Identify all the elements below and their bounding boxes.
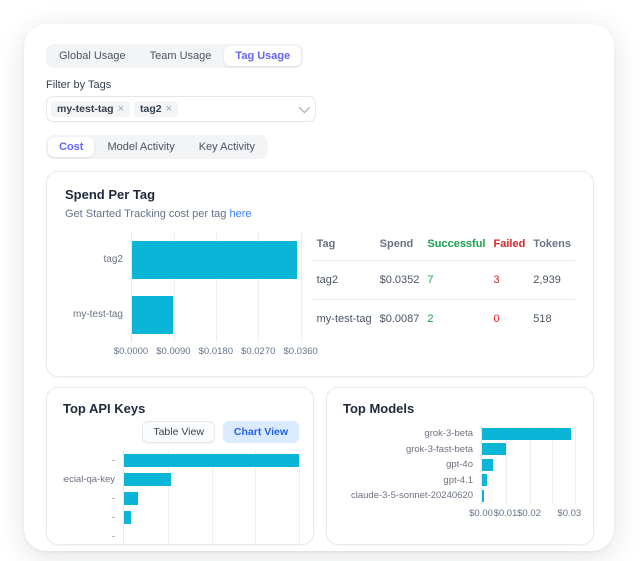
bar xyxy=(124,511,131,524)
bar-label: tag2 xyxy=(103,254,123,265)
gridline xyxy=(167,451,169,544)
subtitle-text: Get Started Tracking cost per tag xyxy=(65,208,227,220)
tab-team-usage[interactable]: Team Usage xyxy=(149,50,212,62)
card-subtitle: Get Started Tracking cost per tag here xyxy=(65,208,575,220)
tab-model-activity[interactable]: Model Activity xyxy=(107,141,175,153)
gridline xyxy=(255,451,257,544)
bar-label: - xyxy=(111,455,115,466)
bar-label: - xyxy=(111,531,115,542)
tab-global-usage[interactable]: Global Usage xyxy=(59,50,126,62)
col-successful: Successful xyxy=(427,238,486,250)
tag-chips: my-test-tag × tag2 × xyxy=(51,101,299,117)
gridline xyxy=(216,232,218,342)
axis-tick: $0.01 xyxy=(493,507,518,519)
cell-failed: 3 xyxy=(489,260,530,300)
table-row: tag2 $0.0352 7 3 2,939 xyxy=(312,260,575,300)
bar-label: - xyxy=(111,493,115,504)
remove-tag-icon[interactable]: × xyxy=(165,103,173,115)
tab-cost[interactable]: Cost xyxy=(48,137,95,157)
axis-tick: $0.02 xyxy=(517,507,541,519)
gridline xyxy=(174,232,176,342)
spend-per-tag-card: Spend Per Tag Get Started Tracking cost … xyxy=(46,171,594,377)
bar xyxy=(124,473,172,486)
bar xyxy=(482,458,494,471)
col-failed: Failed xyxy=(493,238,526,250)
axis-tick: $0.03 xyxy=(557,507,582,519)
card-title: Top Models xyxy=(343,401,415,416)
axis-tick: $0.0090 xyxy=(156,346,191,357)
bar-label: pecial-qa-key xyxy=(63,474,115,485)
bar xyxy=(482,489,485,502)
tab-key-activity[interactable]: Key Activity xyxy=(198,141,255,153)
bar xyxy=(132,295,173,334)
gridline xyxy=(299,451,300,544)
gridline xyxy=(211,451,213,544)
cell-tag: tag2 xyxy=(312,260,376,300)
axis-tick: $0.0000 xyxy=(113,346,149,357)
remove-tag-icon[interactable]: × xyxy=(117,103,125,115)
axis-tick: $0.00 xyxy=(469,507,493,519)
gridline xyxy=(575,426,577,504)
axis-tick: $0.0270 xyxy=(241,346,276,357)
cell-spend: $0.0087 xyxy=(375,299,424,338)
bar xyxy=(482,443,507,456)
cell-successful: 7 xyxy=(423,260,490,300)
top-api-keys-card: Top API Keys Table View Chart View - peci… xyxy=(46,387,314,545)
col-spend: Spend xyxy=(379,238,414,250)
main-panel: Global Usage Team Usage Tag Usage Filter… xyxy=(24,24,614,551)
tab-tag-usage[interactable]: Tag Usage xyxy=(224,46,302,66)
get-started-link[interactable]: here xyxy=(229,208,252,220)
tag-chip-label: my-test-tag xyxy=(57,103,114,115)
chart-view-button[interactable]: Chart View xyxy=(222,421,299,443)
bar-label: gpt-4o xyxy=(446,459,473,471)
axis-tick: $0.0180 xyxy=(198,346,233,357)
tag-chip-label: tag2 xyxy=(140,103,162,115)
table-header-row: Tag Spend Successful Failed Tokens xyxy=(313,232,575,261)
view-tabs: Cost Model Activity Key Activity xyxy=(46,135,268,159)
table-row: my-test-tag $0.0087 2 0 518 xyxy=(312,299,575,338)
gridline xyxy=(258,232,260,342)
tag-chip[interactable]: tag2 × xyxy=(134,101,179,117)
bar-label: - xyxy=(111,512,115,523)
gridline xyxy=(529,426,531,504)
usage-tabs: Global Usage Team Usage Tag Usage xyxy=(46,44,304,68)
spend-per-tag-chart: tag2 my-test-tag $0.0000 $0.0090 $0.0180 $0.0… xyxy=(65,232,318,357)
filter-by-tags-label: Filter by Tags xyxy=(46,79,112,91)
chevron-down-icon[interactable] xyxy=(298,101,311,114)
card-title: Top API Keys xyxy=(63,401,146,416)
gridline xyxy=(552,426,554,504)
gridline xyxy=(506,426,508,504)
col-tokens: Tokens xyxy=(533,238,571,250)
col-tag: Tag xyxy=(316,238,336,250)
bar-label: my-test-tag xyxy=(72,309,123,320)
cell-failed: 0 xyxy=(489,299,530,338)
bar-label: grok-3-beta xyxy=(424,428,473,440)
top-models-chart: grok-3-beta grok-3-fast-beta gpt-4o gpt-4.1… xyxy=(343,426,581,519)
bar-label: claude-3-5-sonnet-20240620 xyxy=(350,490,473,502)
axis-tick: $0.0360 xyxy=(283,346,318,357)
bar xyxy=(124,492,138,505)
bar xyxy=(482,474,487,487)
spend-table: Tag Spend Successful Failed Tokens tag2 … xyxy=(312,232,575,357)
cell-spend: $0.0352 xyxy=(375,260,424,300)
bar xyxy=(482,427,571,440)
cell-tokens: 2,939 xyxy=(529,260,575,300)
tags-select[interactable]: my-test-tag × tag2 × xyxy=(46,96,316,122)
bar-label: gpt-4.1 xyxy=(443,474,473,486)
cell-tokens: 518 xyxy=(529,299,575,338)
bar xyxy=(132,240,297,279)
top-models-card: Top Models grok-3-beta grok-3-fast-beta gp… xyxy=(326,387,594,545)
cell-successful: 2 xyxy=(423,299,490,338)
gridline xyxy=(300,232,302,342)
tag-chip[interactable]: my-test-tag × xyxy=(51,101,131,117)
bar xyxy=(124,454,299,467)
table-view-button[interactable]: Table View xyxy=(142,421,215,443)
cell-tag: my-test-tag xyxy=(312,299,376,338)
bar-label: grok-3-fast-beta xyxy=(405,443,473,455)
card-title: Spend Per Tag xyxy=(65,187,156,202)
top-api-keys-chart: - pecial-qa-key - - - xyxy=(63,451,300,544)
